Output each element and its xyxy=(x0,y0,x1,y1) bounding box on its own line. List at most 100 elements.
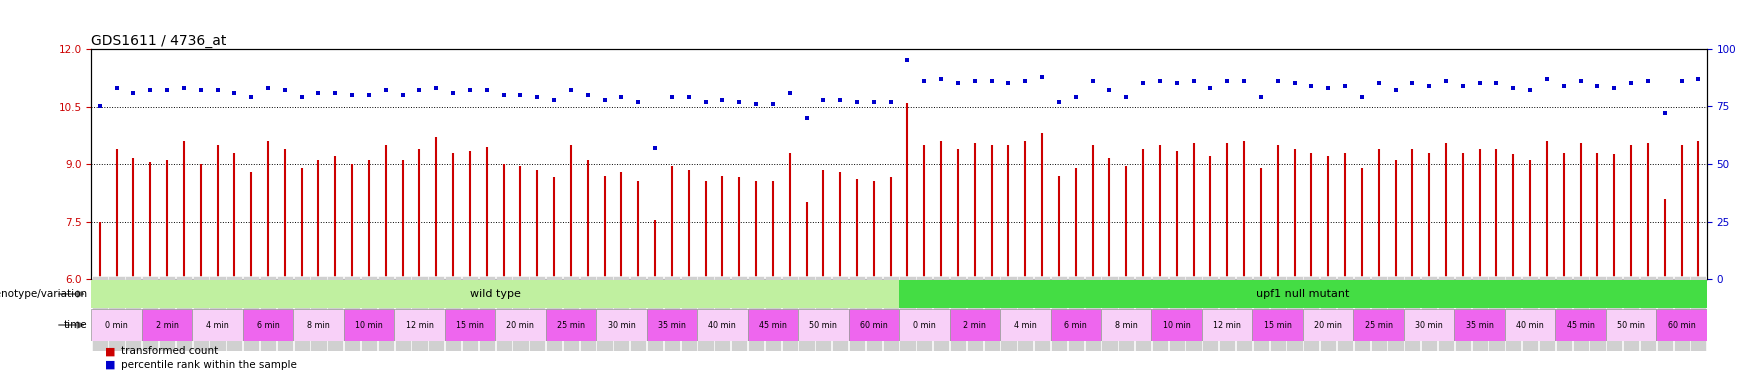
Text: 12 min: 12 min xyxy=(405,321,433,330)
Bar xyxy=(1690,276,1706,351)
Bar xyxy=(1016,276,1032,351)
Bar xyxy=(91,276,107,351)
Point xyxy=(842,99,870,105)
Text: 40 min: 40 min xyxy=(707,321,735,330)
Point xyxy=(1430,78,1458,84)
Point xyxy=(1297,83,1325,89)
Text: 35 min: 35 min xyxy=(658,321,686,330)
Point xyxy=(1364,81,1392,87)
Bar xyxy=(91,280,899,308)
Text: 10 min: 10 min xyxy=(1162,321,1190,330)
Point xyxy=(792,115,820,121)
Bar xyxy=(142,309,191,341)
Point xyxy=(1246,94,1274,100)
Text: 12 min: 12 min xyxy=(1213,321,1241,330)
Bar xyxy=(697,309,748,341)
Point xyxy=(860,99,888,105)
Bar xyxy=(663,276,679,351)
Text: 50 min: 50 min xyxy=(809,321,837,330)
Bar xyxy=(1336,276,1353,351)
Bar xyxy=(1353,276,1369,351)
Bar xyxy=(983,276,999,351)
Point xyxy=(1011,78,1039,84)
Text: 6 min: 6 min xyxy=(1064,321,1086,330)
Bar xyxy=(883,276,899,351)
Point xyxy=(1616,81,1644,87)
Bar xyxy=(1504,276,1520,351)
Bar xyxy=(612,276,628,351)
Point xyxy=(1146,78,1174,84)
Point xyxy=(1044,99,1072,105)
Point xyxy=(1499,85,1527,91)
Bar xyxy=(344,276,360,351)
Text: percentile rank within the sample: percentile rank within the sample xyxy=(121,360,297,370)
Bar xyxy=(277,276,293,351)
Bar xyxy=(1488,276,1504,351)
Point xyxy=(1465,81,1494,87)
Text: 0 min: 0 min xyxy=(913,321,935,330)
Point xyxy=(219,90,247,96)
Bar xyxy=(176,276,191,351)
Text: 30 min: 30 min xyxy=(1415,321,1443,330)
Bar xyxy=(765,276,781,351)
Bar xyxy=(681,276,697,351)
Bar xyxy=(242,309,293,341)
Bar xyxy=(597,276,612,351)
Bar xyxy=(646,276,663,351)
Point xyxy=(1095,87,1123,93)
Bar xyxy=(395,276,411,351)
Bar xyxy=(899,276,914,351)
Point xyxy=(556,87,584,93)
Bar xyxy=(1286,276,1302,351)
Point xyxy=(1313,85,1341,91)
Point xyxy=(1195,85,1223,91)
Bar xyxy=(1639,276,1655,351)
Text: 25 min: 25 min xyxy=(556,321,584,330)
Point xyxy=(505,92,534,98)
Point xyxy=(1162,81,1190,87)
Point xyxy=(523,94,551,100)
Point xyxy=(776,90,804,96)
Text: 20 min: 20 min xyxy=(1313,321,1341,330)
Point xyxy=(809,97,837,103)
Bar xyxy=(260,276,276,351)
Point xyxy=(1213,78,1241,84)
Bar xyxy=(444,309,495,341)
Text: 2 min: 2 min xyxy=(156,321,179,330)
Bar xyxy=(462,276,477,351)
Bar xyxy=(242,276,260,351)
Point xyxy=(1515,87,1543,93)
Point xyxy=(1078,78,1106,84)
Point xyxy=(170,85,198,91)
Text: transformed count: transformed count xyxy=(121,346,218,356)
Bar xyxy=(563,276,579,351)
Point xyxy=(1279,81,1307,87)
Bar xyxy=(597,309,646,341)
Bar xyxy=(814,276,830,351)
Point xyxy=(574,92,602,98)
Text: ■: ■ xyxy=(105,346,116,356)
Text: 8 min: 8 min xyxy=(307,321,330,330)
Bar xyxy=(546,309,597,341)
Bar xyxy=(1622,276,1637,351)
Point xyxy=(1128,81,1157,87)
Bar xyxy=(1169,276,1185,351)
Bar xyxy=(1085,276,1100,351)
Bar xyxy=(1453,309,1504,341)
Bar xyxy=(209,276,225,351)
Point xyxy=(304,90,332,96)
Bar xyxy=(1555,309,1604,341)
Text: 4 min: 4 min xyxy=(1013,321,1035,330)
Point xyxy=(674,94,702,100)
Bar xyxy=(344,309,395,341)
Point xyxy=(1381,87,1409,93)
Bar xyxy=(377,276,393,351)
Bar xyxy=(579,276,595,351)
Point xyxy=(1550,83,1578,89)
Point xyxy=(388,92,416,98)
Bar xyxy=(160,276,176,351)
Bar xyxy=(1404,276,1420,351)
Text: genotype/variation: genotype/variation xyxy=(0,289,88,299)
Point xyxy=(742,101,770,107)
Bar xyxy=(932,276,949,351)
